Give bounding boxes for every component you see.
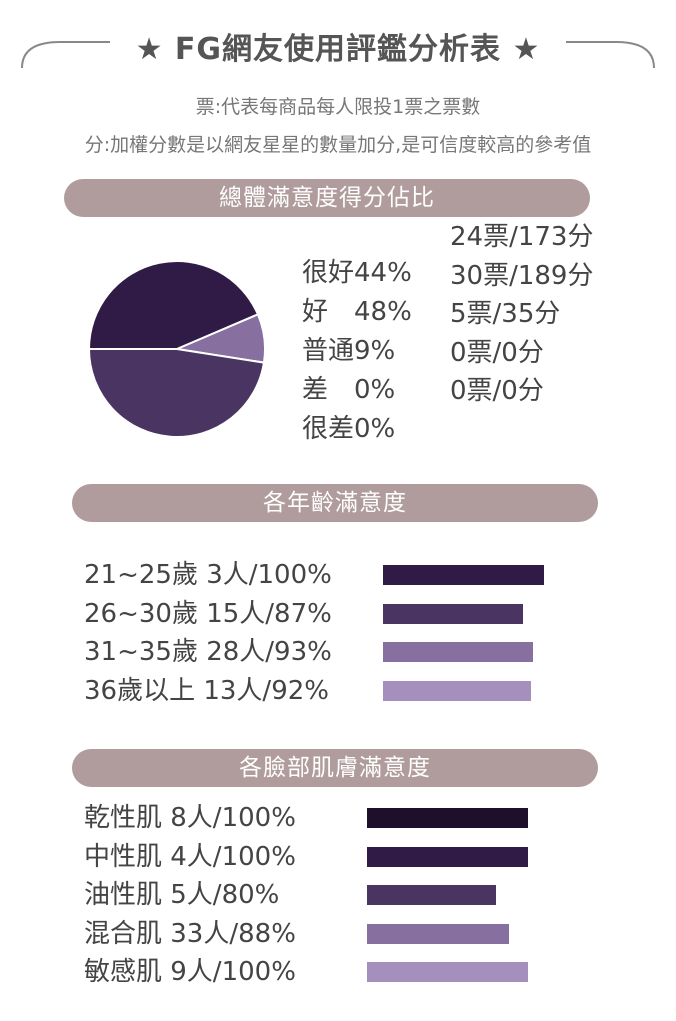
note-score: 分:加權分數是以網友星星的數量加分,是可信度較高的參考值 <box>84 134 592 156</box>
age-row-label: 26~30歲 15人/87% <box>84 598 332 629</box>
age-row: 26~30歲 15人/87% <box>0 595 676 633</box>
header-decor-line <box>21 41 655 69</box>
age-bar <box>383 603 524 624</box>
page-title: ★ FG網友使用評鑑分析表 ★ <box>135 32 541 67</box>
note-votes: 票:代表每商品每人限投1票之票數 <box>195 96 481 118</box>
skin-row-label: 敏感肌 9人/100% <box>84 957 296 987</box>
age-bar <box>383 642 533 662</box>
legend-very-good: 很好44% <box>302 258 412 288</box>
votes-very-good: 24票/173分 <box>450 222 594 252</box>
age-row-label: 21~25歲 3人/100% <box>84 560 332 590</box>
skin-bar <box>367 885 496 905</box>
skin-row-label: 混合肌 33人/88% <box>84 918 296 949</box>
section-title-satisfaction: 總體滿意度得分佔比 <box>64 179 590 217</box>
age-bar <box>383 680 532 701</box>
skin-bar <box>367 808 528 828</box>
section-title-skin: 各臉部肌膚滿意度 <box>72 749 598 787</box>
age-bar <box>383 565 544 585</box>
skin-bar <box>367 846 528 867</box>
skin-row: 中性肌 4人/100% <box>0 838 676 876</box>
votes-good: 30票/189分 <box>450 260 594 291</box>
satisfaction-pie-chart <box>86 258 268 440</box>
skin-row: 敏感肌 9人/100% <box>0 953 676 991</box>
age-row: 21~25歲 3人/100% <box>0 556 676 594</box>
skin-row: 油性肌 5人/80% <box>0 876 676 914</box>
age-row: 36歲以上 13人/92% <box>0 672 676 710</box>
satisfaction-votes: 24票/173分 30票/189分 5票/35分 0票/0分 0票/0分 <box>450 218 600 411</box>
skin-row-label: 中性肌 4人/100% <box>84 841 296 872</box>
pie-slice-很好 <box>87 260 260 350</box>
votes-bad: 0票/0分 <box>450 337 544 368</box>
skin-bar <box>367 962 528 982</box>
satisfaction-legend: 很好44% 好 48% 普通9% 差 0% 很差0% <box>302 254 412 449</box>
legend-bad: 差 0% <box>302 375 396 405</box>
skin-row-label: 乾性肌 8人/100% <box>84 803 296 833</box>
votes-very-bad: 0票/0分 <box>450 376 544 406</box>
pie-svg <box>87 260 266 438</box>
votes-normal: 5票/35分 <box>450 299 561 329</box>
age-row-label: 36歲以上 13人/92% <box>84 675 329 706</box>
header: ★ FG網友使用評鑑分析表 ★ <box>0 0 676 80</box>
legend-good: 好 48% <box>302 297 412 327</box>
skin-row: 混合肌 33人/88% <box>0 915 676 953</box>
section-title-age: 各年齡滿意度 <box>72 484 598 522</box>
age-row: 31~35歲 28人/93% <box>0 633 676 671</box>
skin-row-label: 油性肌 5人/80% <box>84 880 280 910</box>
skin-bar <box>367 923 509 944</box>
legend-normal: 普通9% <box>302 336 396 366</box>
legend-very-bad: 很差0% <box>302 414 396 444</box>
skin-row: 乾性肌 8人/100% <box>0 799 676 837</box>
pie-slice-好 <box>87 348 266 438</box>
age-row-label: 31~35歲 28人/93% <box>84 637 332 667</box>
